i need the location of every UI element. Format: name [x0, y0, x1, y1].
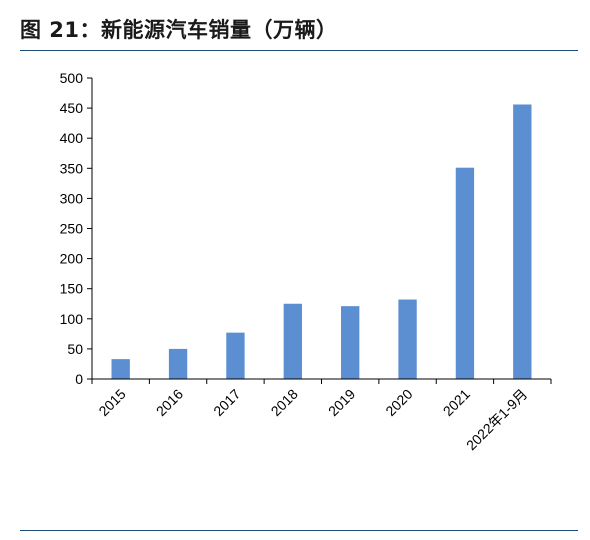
bottom-divider	[20, 530, 578, 531]
x-tick-label: 2019	[325, 386, 358, 419]
bar	[111, 359, 130, 379]
y-tick-label: 400	[60, 130, 84, 146]
y-tick-label: 0	[75, 371, 83, 387]
y-tick-label: 250	[60, 221, 84, 237]
x-tick-label: 2016	[153, 386, 186, 419]
y-tick-label: 450	[60, 100, 84, 116]
x-tick-label: 2021	[440, 386, 473, 419]
title-divider	[20, 50, 578, 51]
bar-series	[111, 104, 532, 379]
y-tick-label: 100	[60, 311, 84, 327]
bar	[513, 104, 532, 379]
y-tick-label: 350	[60, 160, 84, 176]
bar	[168, 348, 188, 379]
bar	[226, 332, 245, 379]
y-axis-ticks: 0 50 100 150 200 250 300 350 400 450 500	[60, 70, 92, 387]
y-tick-label: 200	[60, 251, 84, 267]
bar	[341, 306, 360, 379]
bar	[398, 299, 417, 379]
x-tick-label: 2020	[382, 386, 415, 419]
x-tick-label: 2022年1-9月	[463, 386, 530, 453]
chart-axes	[91, 78, 551, 380]
x-tick-label: 2018	[268, 386, 301, 419]
x-tick-label: 2015	[95, 386, 128, 419]
x-tick-label: 2017	[210, 386, 243, 419]
y-tick-label: 150	[60, 281, 84, 297]
y-tick-label: 50	[67, 341, 83, 357]
y-tick-label: 500	[60, 70, 84, 86]
bar	[283, 303, 302, 379]
y-tick-label: 300	[60, 190, 84, 206]
bar	[455, 167, 475, 379]
figure-title: 图 21：新能源汽车销量（万辆）	[20, 18, 338, 42]
